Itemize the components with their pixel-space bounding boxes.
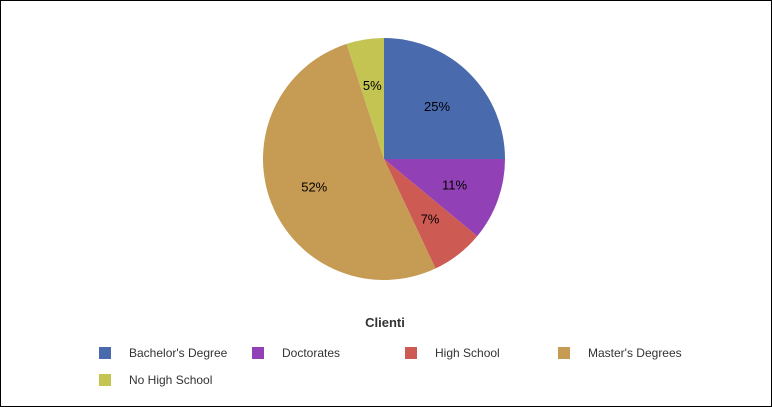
pie-slices: [262, 38, 505, 281]
slice-label: 52%: [301, 180, 327, 195]
legend-label: Bachelor's Degree: [129, 346, 228, 360]
legend-swatch: [558, 347, 570, 359]
legend-label: Doctorates: [282, 346, 340, 360]
pie-slice-labels: 25% 11% 7% 52% 5%: [301, 78, 467, 226]
legend-swatch: [252, 347, 264, 359]
pie-slice-no-high-school: [346, 38, 384, 159]
slice-label: 7%: [421, 211, 440, 226]
legend: Bachelor's Degree Doctorates High School Ma…: [99, 346, 682, 387]
legend-item: Bachelor's Degree: [99, 346, 228, 360]
legend-label: Master's Degrees: [588, 346, 682, 360]
slice-label: 25%: [424, 99, 450, 114]
legend-swatch: [99, 347, 111, 359]
pie-slice-doctorates: [384, 159, 505, 237]
pie-slice-bachelor-s-degree: [384, 38, 505, 159]
legend-swatch: [99, 374, 111, 386]
legend-item: Doctorates: [252, 346, 340, 360]
pie-slice-master-s-degrees: [262, 43, 436, 281]
legend-label: High School: [435, 346, 500, 360]
slice-label: 5%: [363, 78, 382, 93]
pie-slice-high-school: [384, 159, 478, 269]
legend-item: No High School: [99, 373, 212, 387]
legend-item: Master's Degrees: [558, 346, 682, 360]
legend-title: Clienti: [365, 315, 405, 330]
legend-label: No High School: [129, 373, 212, 387]
slice-label: 11%: [442, 177, 467, 192]
legend-swatch: [405, 347, 417, 359]
legend-item: High School: [405, 346, 500, 360]
